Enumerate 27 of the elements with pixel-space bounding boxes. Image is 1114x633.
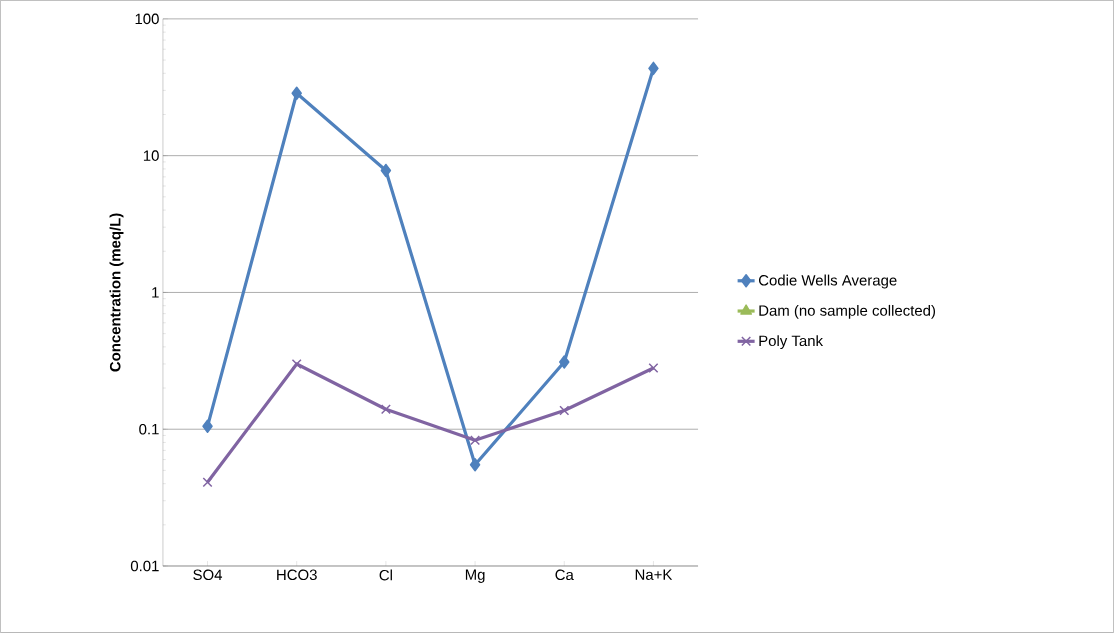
point bbox=[291, 86, 302, 101]
point bbox=[380, 163, 392, 178]
x-tick-label: Ca bbox=[555, 569, 574, 581]
point bbox=[648, 61, 659, 76]
x-tick-label: Cl bbox=[379, 569, 392, 581]
x-tick-label: SO4 bbox=[193, 569, 223, 581]
point bbox=[648, 363, 659, 374]
y-tick-label: 1 bbox=[152, 287, 159, 298]
y-tick-label: 100 bbox=[135, 13, 159, 25]
legend-label: Dam (no sample collected) bbox=[759, 304, 936, 319]
y-tick-label: 0.01 bbox=[130, 560, 159, 572]
y-tick-label: 0.1 bbox=[139, 423, 159, 435]
point bbox=[470, 435, 481, 446]
point bbox=[202, 419, 213, 434]
point bbox=[559, 405, 570, 416]
x-tick-label: Na+K bbox=[635, 569, 673, 580]
point bbox=[202, 477, 213, 488]
point bbox=[559, 355, 570, 369]
y-tick-label: 10 bbox=[143, 150, 159, 161]
y-axis-title: Concentration (meq/L) bbox=[109, 213, 124, 372]
legend-label: Poly Tank bbox=[759, 335, 824, 350]
legend-label: Codie Wells Average bbox=[758, 274, 897, 289]
point bbox=[380, 404, 391, 415]
point bbox=[291, 359, 302, 369]
point bbox=[469, 458, 481, 472]
x-tick-label: HCO3 bbox=[277, 569, 317, 581]
x-tick-label: Mg bbox=[465, 569, 485, 583]
